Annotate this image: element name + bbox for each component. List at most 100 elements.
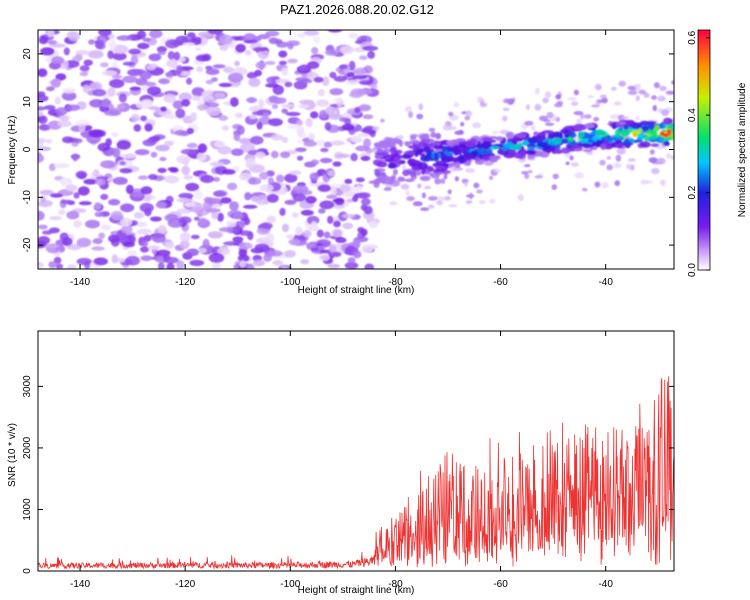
spectrogram-cell (128, 48, 142, 55)
spectrogram-cell (454, 130, 465, 135)
spectrogram-cell (535, 103, 541, 110)
spectrogram-cell (38, 106, 47, 111)
spectrogram-cell (651, 95, 657, 100)
spectrogram-cell (549, 134, 555, 140)
spectrogram-cell (101, 70, 118, 77)
spectrogram-cell (360, 204, 368, 211)
spectrogram-cell (76, 257, 92, 266)
spectrogram-cell (236, 125, 245, 135)
spectrogram-cell (424, 185, 432, 190)
spectrogram-cell (551, 184, 557, 191)
spectrogram-cell (490, 145, 500, 150)
spectrogram-cell (546, 111, 554, 119)
y-tick-label: -20 (22, 237, 33, 252)
snr-series-line (38, 376, 674, 570)
spectrogram-cell (594, 181, 601, 188)
spectrogram-cell (502, 107, 510, 112)
x-tick-label: -80 (388, 277, 403, 288)
spectrogram-cell (539, 150, 550, 158)
spectrogram-cell (74, 119, 90, 126)
spectrogram-cell (38, 68, 48, 77)
spectrogram-cell (205, 102, 220, 108)
spectrogram-cell (591, 104, 600, 108)
spectrogram-cell (227, 72, 244, 83)
spectrogram-cell (130, 113, 141, 122)
spectrogram-cell (502, 115, 508, 122)
spectrogram-cell (325, 106, 336, 115)
spectrogram-cell (357, 227, 365, 233)
spectrogram-cell (421, 167, 426, 175)
spectrogram-cell (428, 196, 438, 201)
spectrogram-cell (393, 179, 401, 187)
spectrogram-cell (38, 124, 51, 131)
spectrogram-cell (164, 241, 175, 250)
spectrogram-cell (88, 39, 96, 45)
spectrogram-cell (442, 163, 450, 167)
spectrogram-cell (569, 155, 574, 161)
spectrogram-cell (315, 139, 326, 147)
spectrogram-cell (310, 159, 319, 165)
spectrogram-cell (296, 32, 306, 38)
y-tick-label: 1000 (22, 498, 33, 521)
spectrogram-cell (416, 113, 424, 120)
spectrogram-cell (308, 133, 316, 141)
spectrogram-cell (414, 170, 422, 176)
spectrogram-cell (238, 242, 253, 250)
spectrogram-cell (362, 114, 374, 120)
spectrogram-cell (186, 142, 198, 149)
spectrogram-cell (281, 67, 289, 76)
spectrogram-cell (39, 189, 54, 196)
spectrogram-cell (100, 160, 117, 169)
spectrogram-cell (555, 94, 562, 100)
spectrogram-cell (531, 139, 544, 143)
spectrogram-cell (623, 140, 632, 145)
spectrogram-cell (142, 37, 152, 42)
spectrogram-cell (89, 82, 99, 90)
spectrogram-cell (284, 173, 298, 183)
spectrogram-cell (313, 76, 324, 83)
x-tick-label: -100 (280, 277, 300, 288)
spectrogram-cell (368, 220, 379, 229)
spectrogram-cell (38, 36, 49, 45)
spectrogram-cell (469, 192, 474, 200)
spectrogram-cell (460, 121, 465, 127)
spectrogram-cell (120, 153, 137, 159)
spectrogram-cell (66, 104, 80, 111)
spectrogram-cell (183, 175, 193, 180)
spectrogram-cell (207, 231, 223, 239)
spectrogram-cell (466, 159, 472, 166)
spectrogram-cell (140, 186, 153, 195)
spectrogram-cell (244, 192, 252, 201)
spectrogram-cell (581, 187, 588, 192)
spectrogram-cell (163, 113, 178, 120)
spectrogram-cell (110, 210, 123, 221)
spectrogram-cell (148, 53, 162, 62)
spectrogram-cell (143, 234, 152, 242)
spectrogram-cell (292, 184, 309, 194)
spectrogram-cell (334, 204, 346, 210)
x-tick-label: -40 (598, 277, 613, 288)
spectrogram-cell (635, 95, 640, 102)
spectrogram-cell (303, 140, 317, 147)
spectrogram-cell (383, 187, 392, 191)
spectrogram-cell (45, 86, 55, 92)
y-tick-label: 0 (22, 146, 33, 152)
spectrogram-cell (582, 148, 593, 153)
bottom-x-axis: -140 -120 -100 -80 -60 -40 (70, 331, 613, 590)
spectrogram-cell (400, 177, 406, 182)
spectrogram-cell (635, 116, 640, 121)
spectrogram-cell (85, 219, 100, 229)
spectrogram-cell (305, 117, 313, 128)
spectrogram-cell (218, 227, 234, 233)
spectrogram-cell (92, 238, 103, 245)
spectrogram-cell (72, 153, 79, 162)
spectrogram-cell (454, 161, 461, 169)
spectrogram-cell (196, 66, 204, 73)
spectrogram-peak (666, 129, 672, 133)
spectrogram-cell (317, 184, 332, 192)
spectrogram-cell (150, 216, 162, 222)
spectrogram-cell (352, 75, 368, 80)
spectrogram-cell (482, 147, 493, 155)
spectrogram-cell (515, 133, 527, 139)
